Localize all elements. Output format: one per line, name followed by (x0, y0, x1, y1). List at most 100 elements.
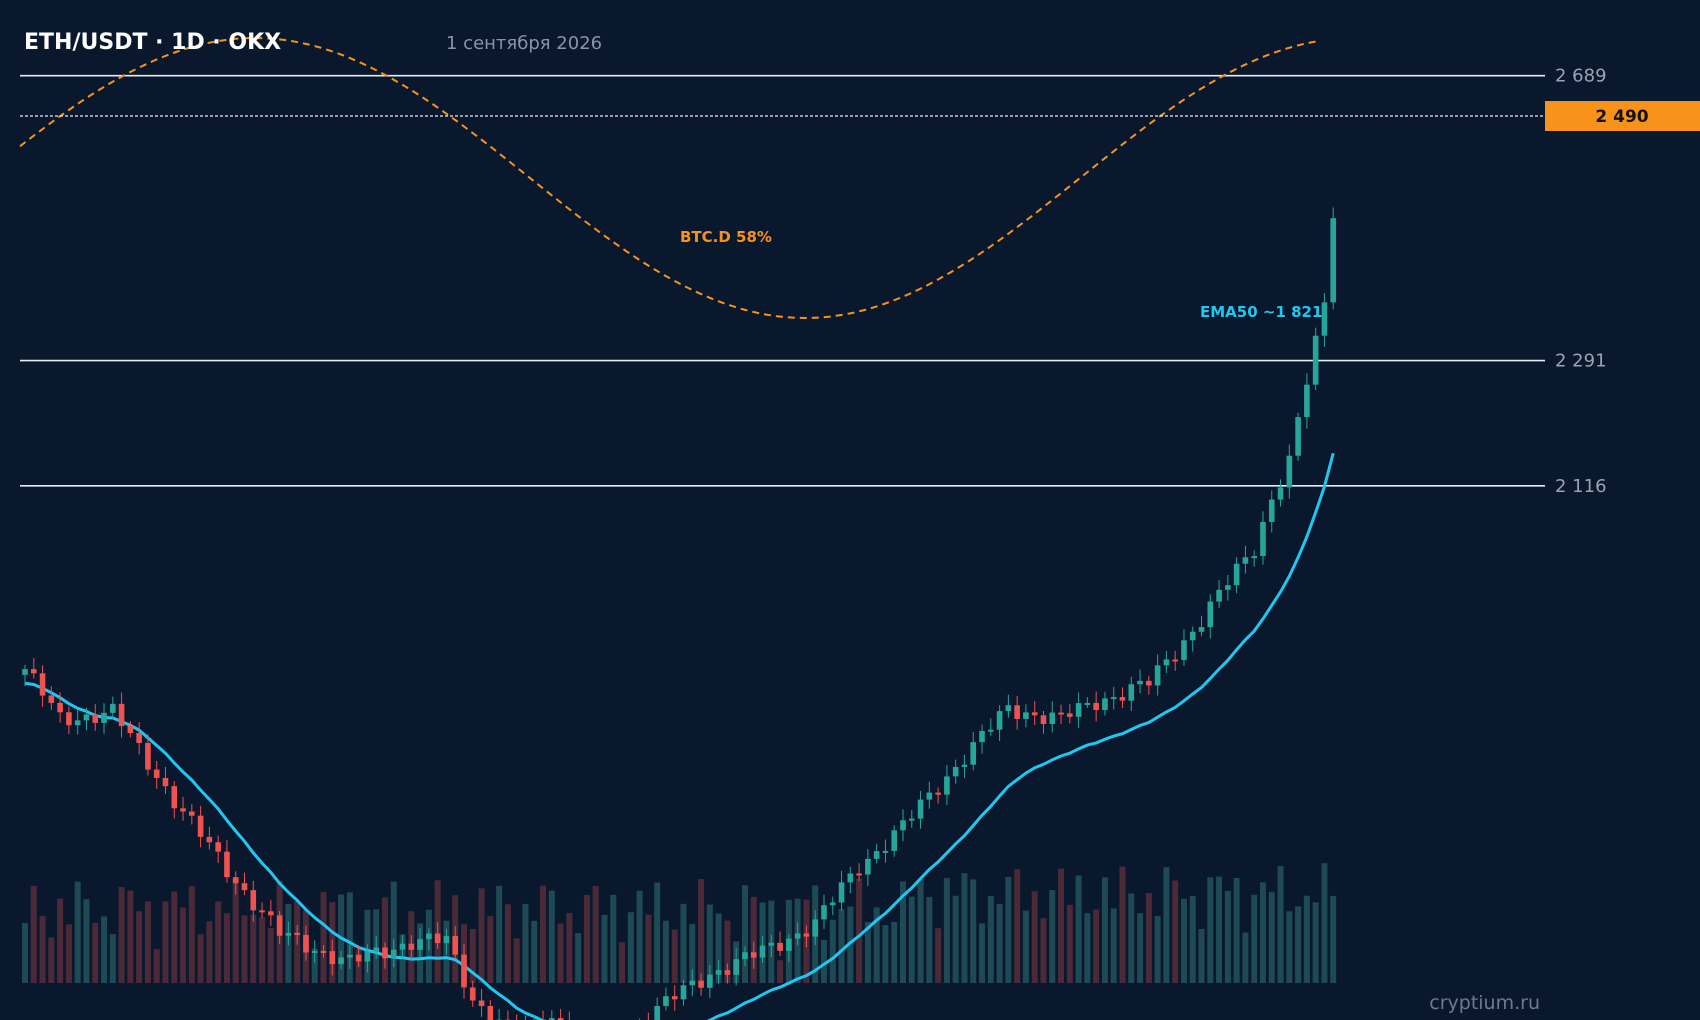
volume-bar (1145, 893, 1152, 983)
volume-bar (1277, 866, 1284, 983)
volume-bar (917, 878, 924, 983)
candle-body (382, 947, 388, 959)
volume-bar (136, 911, 143, 983)
candle-body (917, 799, 924, 819)
watermark: cryptium.ru (1429, 992, 1540, 1014)
price-levels: 2 689 2 291 2 116 (20, 66, 1607, 497)
volume-bar (1216, 876, 1223, 983)
volume-bar (513, 938, 520, 983)
volume-bar (1180, 898, 1187, 983)
volume-bar (908, 896, 915, 983)
candle-body (1023, 712, 1029, 719)
volume-bar (1330, 895, 1337, 983)
candle-body (1251, 556, 1257, 559)
candle-body (663, 996, 669, 1007)
candle-body (347, 954, 353, 958)
candle-body (1146, 680, 1152, 686)
candle-body (1233, 563, 1240, 586)
candle-body (320, 950, 327, 953)
candle-body (944, 776, 950, 795)
volume-bar (83, 899, 90, 983)
candle-body (777, 942, 783, 951)
volume-bar (65, 924, 72, 983)
volume-bar (627, 912, 634, 983)
volume-bar (1084, 913, 1091, 983)
volume-bar (979, 923, 986, 983)
volume-bar (1093, 909, 1100, 983)
candle-body (390, 949, 397, 959)
candle-body (1075, 703, 1082, 717)
candle-body (1189, 631, 1196, 641)
candle-body (1260, 521, 1266, 557)
volume-bar (241, 915, 248, 983)
candle-body (812, 919, 818, 937)
candle-body (311, 950, 318, 953)
volume-bar (1022, 910, 1029, 983)
volume-bar (311, 948, 318, 983)
volume-bar (259, 917, 266, 983)
candle-body (908, 818, 915, 821)
volume-bar (127, 890, 134, 983)
volume-bar (540, 885, 547, 983)
volume-bar (144, 901, 151, 983)
candle-body (189, 811, 195, 816)
candle-body (847, 873, 854, 883)
candle-body (1137, 680, 1143, 685)
candle-body (364, 951, 371, 962)
candle-body (118, 703, 125, 727)
candle-body (1014, 705, 1020, 719)
candle-body (1312, 335, 1319, 385)
candle-body (742, 952, 748, 960)
volume-bar (74, 881, 81, 983)
candle-body (803, 933, 810, 937)
volume-bar (1137, 913, 1144, 983)
candle-body (952, 766, 959, 777)
volume-bar (996, 903, 1003, 983)
volume-bar (1251, 894, 1258, 983)
candle-body (961, 764, 968, 767)
candle-body (1049, 712, 1056, 725)
volume-bar (645, 914, 652, 983)
volume-bar (232, 878, 239, 983)
volume-bar (92, 922, 99, 983)
candle-body (733, 959, 739, 975)
volume-bar (478, 888, 485, 983)
volume-bar (873, 907, 880, 983)
volume-bar (109, 934, 116, 983)
volume-bar (952, 895, 959, 983)
volume-bar (1049, 889, 1056, 983)
volume-bar (1286, 911, 1293, 983)
candle-body (1277, 487, 1284, 500)
volume-bar (1224, 890, 1231, 983)
candle-body (882, 850, 889, 853)
candle-body (900, 820, 906, 831)
candle-body (487, 1006, 494, 1020)
volume-bar (101, 916, 108, 983)
candle-body (786, 938, 792, 951)
current-price-label: 2 490 (1595, 107, 1648, 127)
volume-bar (48, 937, 55, 983)
candle-body (1154, 665, 1161, 686)
volume-bar (153, 949, 160, 983)
candle-body (715, 970, 722, 975)
candle-body (1242, 557, 1249, 564)
volume-bar (522, 903, 529, 983)
candle-body (268, 911, 274, 916)
candle-body (294, 932, 300, 935)
volume-bar (188, 886, 195, 983)
volume-bar (39, 915, 46, 983)
volume-bar (1005, 877, 1012, 983)
volume-bar (610, 894, 617, 983)
volume-bar (935, 928, 942, 983)
candle-body (794, 933, 801, 939)
candle-body (759, 945, 766, 958)
candle-body (180, 808, 186, 812)
ema50-label: EMA50 ~1 821 (1200, 303, 1322, 321)
candle-body (671, 996, 678, 1000)
candle-body (250, 890, 257, 911)
candle-body (724, 970, 731, 975)
current-price-tag (1545, 101, 1700, 131)
candle-body (241, 883, 248, 891)
candle-body (926, 792, 933, 800)
volume-bar (557, 923, 564, 983)
